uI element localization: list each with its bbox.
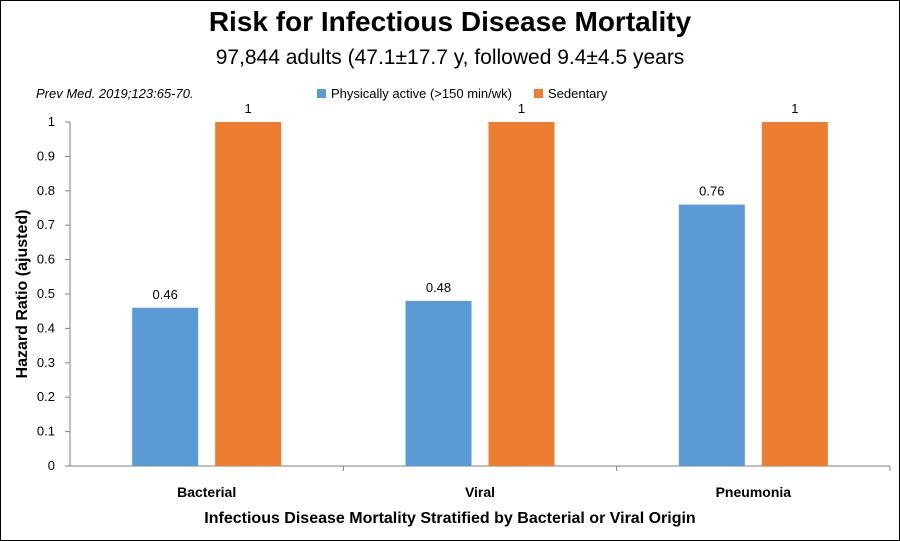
y-tick-label-8: 0.8 (37, 183, 55, 198)
data-label-sedentary-bacterial: 1 (245, 101, 252, 116)
legend-label-sedentary: Sedentary (547, 86, 608, 101)
y-tick-label-7: 0.7 (37, 217, 55, 232)
bar-sedentary-viral (488, 122, 555, 466)
legend-item-physically-active: Physically active (>150 min/wk) (317, 86, 512, 101)
data-label-sedentary-pneumonia: 1 (791, 101, 798, 116)
bar-sedentary-pneumonia (761, 122, 828, 466)
citation: Prev Med. 2019;123:65-70. (36, 86, 194, 101)
y-tick-label-6: 0.6 (37, 252, 55, 267)
data-label-physically-active-pneumonia: 0.76 (699, 184, 724, 199)
chart-title: Risk for Infectious Disease Mortality (208, 6, 692, 37)
legend-item-sedentary: Sedentary (533, 86, 608, 101)
chart-subtitle: 97,844 adults (47.1±17.7 y, followed 9.4… (215, 46, 685, 69)
bar-physically-active-bacterial (132, 307, 199, 466)
x-tick-label-pneumonia: Pneumonia (716, 484, 792, 500)
data-label-physically-active-viral: 0.48 (426, 280, 451, 295)
legend-swatch-sedentary (533, 89, 543, 98)
y-tick-label-2: 0.2 (37, 389, 55, 404)
x-axis-label: Infectious Disease Mortality Stratified … (204, 510, 696, 527)
bar-physically-active-viral (405, 300, 472, 466)
y-tick-label-10: 1 (48, 114, 55, 129)
y-tick-label-0: 0 (48, 458, 55, 473)
x-tick-label-bacterial: Bacterial (177, 484, 236, 500)
data-label-sedentary-viral: 1 (518, 101, 525, 116)
data-label-physically-active-bacterial: 0.46 (153, 287, 178, 302)
legend-label-physically-active: Physically active (>150 min/wk) (331, 86, 512, 101)
y-tick-label-5: 0.5 (37, 286, 55, 301)
y-axis-label: Hazard Ratio (ajusted) (14, 209, 31, 379)
bar-physically-active-pneumonia (678, 204, 745, 466)
y-tick-label-9: 0.9 (37, 148, 55, 163)
y-tick-label-3: 0.3 (37, 355, 55, 370)
legend: Physically active (>150 min/wk) Sedentar… (317, 86, 607, 101)
y-tick-label-4: 0.4 (37, 320, 55, 335)
legend-swatch-physically-active (317, 89, 326, 98)
x-tick-label-viral: Viral (465, 484, 495, 500)
bar-sedentary-bacterial (215, 122, 282, 466)
y-tick-label-1: 0.1 (37, 424, 55, 439)
